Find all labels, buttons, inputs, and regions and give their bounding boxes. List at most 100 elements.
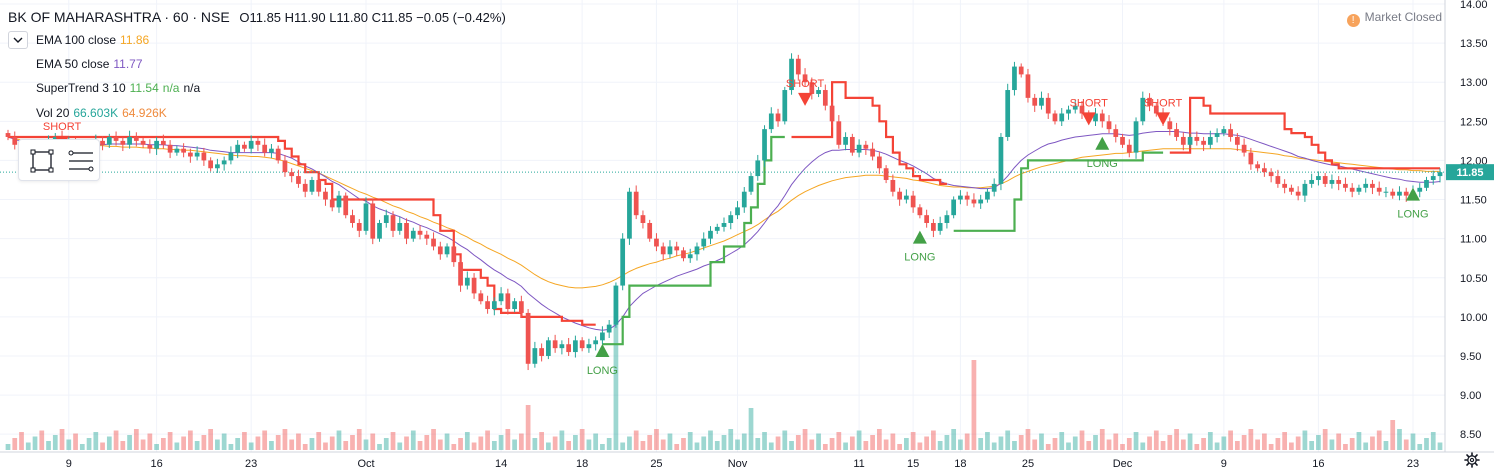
volume-bar [836, 432, 842, 450]
volume-bar [296, 433, 301, 450]
time-tick-label: 23 [245, 458, 257, 470]
volume-bar [154, 444, 159, 450]
candle-body [870, 148, 875, 157]
time-tick-label: 14 [495, 458, 507, 470]
volume-bar [120, 441, 126, 450]
candle-body [633, 191, 639, 216]
indicator-volume[interactable]: Vol 20 66.603K 64.926K [36, 106, 167, 120]
volume-bar [876, 429, 882, 450]
candle-body [998, 136, 1004, 184]
short-signal-marker [1081, 112, 1096, 126]
volume-bar [964, 433, 970, 450]
candle-body [323, 191, 328, 200]
candle-body [856, 144, 862, 153]
candle-body [1437, 172, 1443, 177]
long-signal-label: LONG [587, 365, 618, 377]
candle-body [795, 58, 801, 75]
candle-body [1228, 129, 1233, 137]
long-signal-marker [1405, 187, 1420, 201]
candle-body [924, 215, 930, 223]
candle-body [491, 301, 497, 310]
candle-body [464, 277, 470, 286]
volume-bar [1356, 432, 1362, 450]
candle-body [1390, 191, 1396, 196]
volume-bar [1234, 441, 1240, 450]
indicator-supertrend[interactable]: SuperTrend 3 10 11.54 n/a n/a [36, 81, 200, 95]
volume-bar [809, 439, 815, 450]
market-status[interactable]: ! Market Closed [1346, 10, 1442, 27]
candle-body [1012, 66, 1017, 91]
candle-body [1376, 187, 1382, 192]
price-axis[interactable]: 14.0013.5013.0012.5012.0011.5011.0010.50… [1444, 0, 1494, 452]
volume-bar [904, 438, 909, 450]
indicator-ema50[interactable]: EMA 50 close 11.77 [36, 57, 143, 71]
volume-bar [829, 438, 835, 450]
candle-body [1309, 179, 1315, 184]
volume-bar [1147, 436, 1152, 450]
indicator-value: 66.603K [73, 106, 119, 120]
volume-bar [822, 444, 828, 450]
candle-body [262, 144, 268, 153]
candle-body [208, 160, 214, 169]
candle-body [167, 144, 173, 153]
volume-bar [802, 429, 808, 450]
volume-bar [471, 442, 477, 450]
candle-body [593, 340, 599, 345]
time-axis[interactable]: 9 16 23 Oct 14 18 25 Nov 11 15 18 25 Dec 9 16 23 [0, 451, 1494, 470]
volume-bar [491, 441, 497, 450]
candle-body [654, 238, 659, 247]
volume-bar [728, 429, 734, 450]
volume-bar [1289, 442, 1294, 450]
legend-collapse-button[interactable] [8, 31, 28, 49]
volume-bar [127, 435, 132, 450]
candle-body [985, 191, 990, 200]
volume-bar [1005, 430, 1011, 450]
candle-body [863, 144, 869, 149]
volume-bar [437, 439, 443, 450]
volume-bar [654, 429, 659, 450]
candle-body [1282, 183, 1288, 188]
volume-bar [174, 442, 180, 450]
candle-body [1079, 105, 1085, 114]
volume-bar [910, 432, 916, 450]
volume-bar [1410, 433, 1416, 450]
candle-body [1032, 97, 1038, 106]
candle-body [647, 223, 653, 239]
volume-bar [525, 405, 531, 450]
volume-bar [721, 435, 727, 450]
volume-bar [100, 442, 105, 450]
time-tick-label: 16 [150, 458, 162, 470]
rectangle-tool-icon[interactable] [30, 149, 54, 173]
volume-bar [1140, 442, 1146, 450]
candle-body [708, 230, 713, 239]
volume-bar [12, 438, 18, 450]
volume-bar [404, 436, 409, 450]
indicator-ema100[interactable]: EMA 100 close 11.86 [36, 33, 149, 47]
volume-bar [782, 430, 788, 450]
price-tick-label: 12.50 [1460, 116, 1488, 128]
candle-body [255, 140, 261, 145]
volume-bar [620, 442, 626, 450]
gear-icon[interactable] [1464, 452, 1480, 468]
lines-tool-icon[interactable] [68, 150, 94, 172]
candle-body [579, 340, 585, 349]
supertrend-line [791, 81, 947, 185]
volume-bar [1079, 430, 1085, 450]
volume-bar [1329, 439, 1335, 450]
volume-bar [627, 436, 632, 450]
volume-bar [160, 438, 166, 450]
time-tick-label: 16 [1312, 458, 1324, 470]
volume-bar [336, 430, 342, 450]
volume-bar [59, 429, 65, 450]
volume-bar [870, 435, 875, 450]
candle-body [1403, 191, 1409, 196]
volume-bar [924, 436, 930, 450]
symbol-title[interactable]: BK OF MAHARASHTRA · 60 · NSE [8, 9, 230, 25]
volume-bar [73, 433, 78, 450]
candle-body [748, 176, 754, 192]
volume-bar [863, 441, 869, 450]
volume-bar [1045, 444, 1051, 450]
candle-body [370, 203, 376, 239]
candle-body [829, 105, 835, 122]
